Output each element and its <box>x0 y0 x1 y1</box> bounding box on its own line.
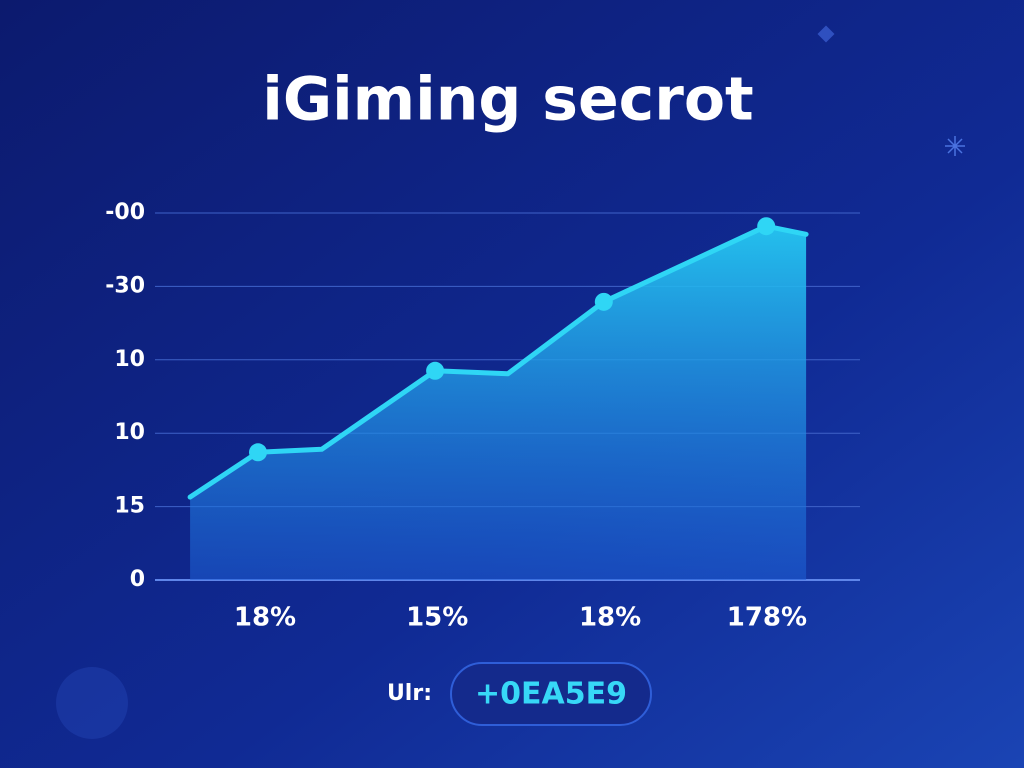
value-pill <box>450 662 652 726</box>
footer-label: Ulr: <box>387 681 432 706</box>
y-tick-label: 0 <box>130 567 145 592</box>
y-tick-label: -00 <box>105 200 145 225</box>
decoration <box>945 136 965 156</box>
point <box>594 292 613 311</box>
line <box>187 223 809 500</box>
y-tick-label: -30 <box>105 273 145 298</box>
point <box>426 361 445 380</box>
y-tick-label: 10 <box>114 420 145 445</box>
x-tick-label: 15% <box>406 603 468 633</box>
y-tick-label: 10 <box>114 347 145 372</box>
decoration <box>817 25 835 43</box>
point <box>757 217 776 236</box>
area <box>190 226 807 580</box>
chart-title: iGiming secrot <box>262 65 753 135</box>
point <box>249 443 267 462</box>
y-tick-label: 15 <box>114 494 145 519</box>
x-tick-label: 18% <box>579 603 641 633</box>
decoration <box>56 667 128 739</box>
pill-text: +0EA5E9 <box>475 677 627 712</box>
x-tick-label: 178% <box>727 603 807 633</box>
x-tick-label: 18% <box>234 603 296 633</box>
